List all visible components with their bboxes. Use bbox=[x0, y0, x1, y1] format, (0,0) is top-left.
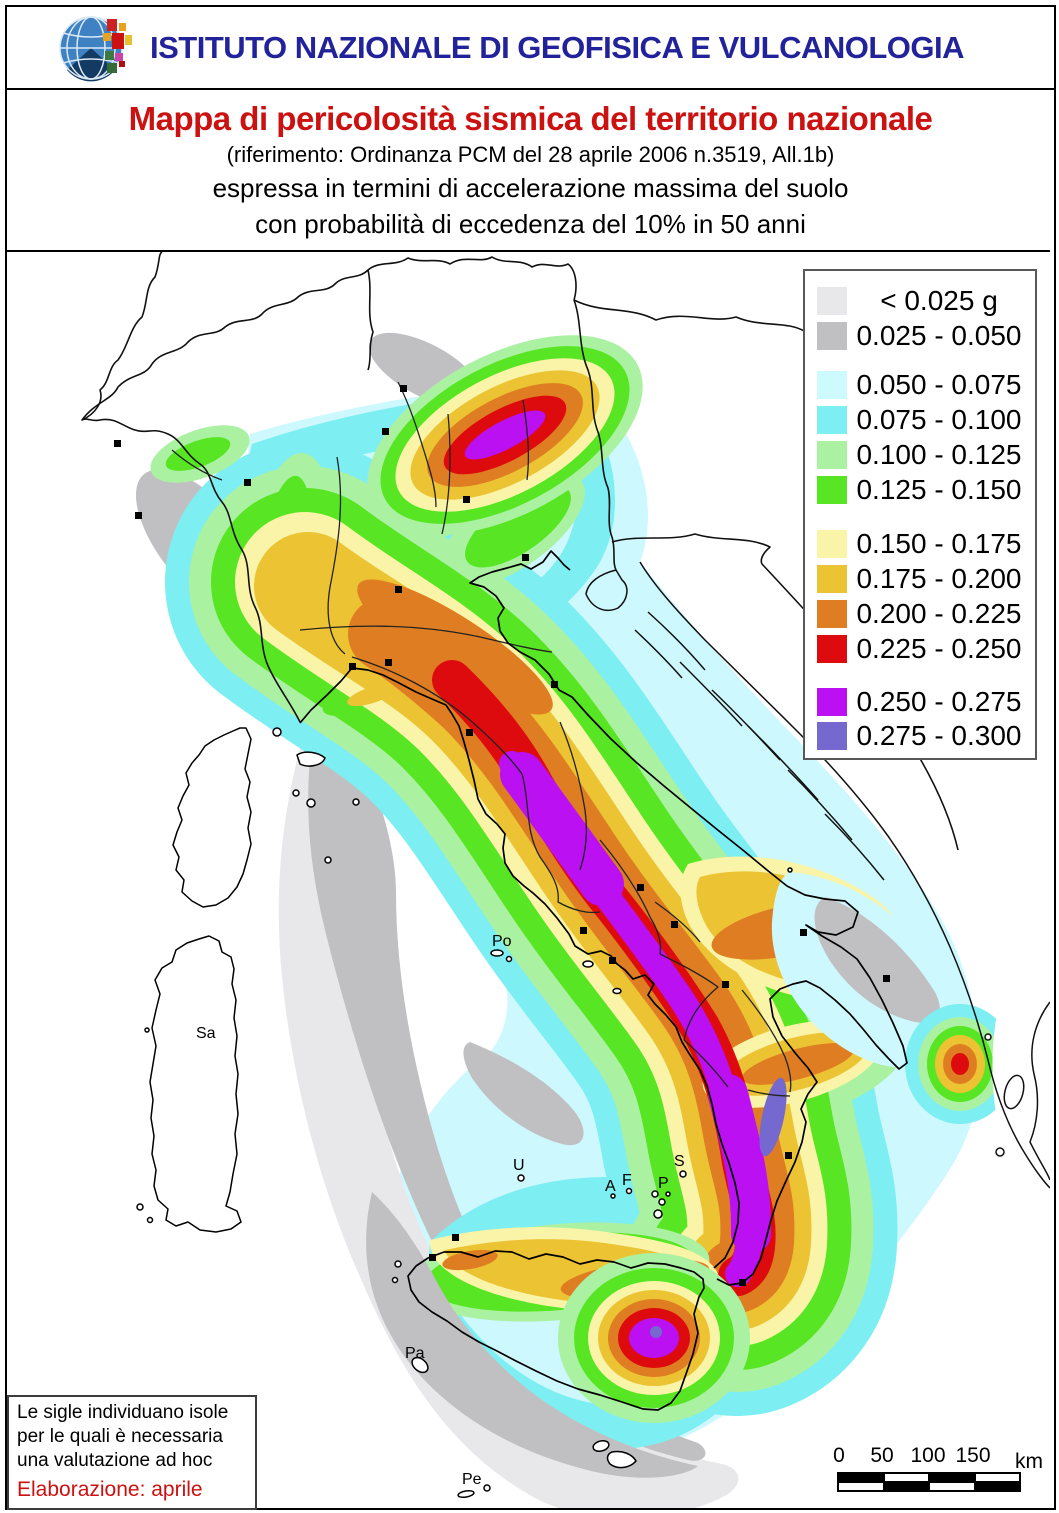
legend-row: 0.250 - 0.275 bbox=[805, 688, 1035, 716]
legend-swatch bbox=[817, 322, 847, 350]
city-markers bbox=[114, 385, 890, 1286]
legend-row: 0.125 - 0.150 bbox=[805, 476, 1035, 504]
scale-cells bbox=[837, 1472, 1021, 1492]
map-title: Mappa di pericolosità sismica del territ… bbox=[128, 100, 933, 137]
map-reference: (riferimento: Ordinanza PCM del 28 april… bbox=[226, 142, 835, 167]
label-ponza: Po bbox=[492, 933, 512, 950]
legend-swatch bbox=[817, 476, 847, 504]
legend-swatch bbox=[817, 722, 847, 750]
label-sardegna: Sa bbox=[196, 1025, 216, 1042]
legend-row: 0.050 - 0.075 bbox=[805, 371, 1035, 399]
legend-swatch bbox=[817, 406, 847, 434]
legend: < 0.025 g 0.025 - 0.050 0.050 - 0.075 0.… bbox=[803, 269, 1037, 760]
header: ISTITUTO NAZIONALE DI GEOFISICA E VULCAN… bbox=[7, 7, 1054, 90]
legend-swatch bbox=[817, 441, 847, 469]
legend-swatch bbox=[817, 600, 847, 628]
map-canvas: Po Sa U A F P S Pa Pe bbox=[81, 252, 1050, 1508]
legend-row: 0.025 - 0.050 bbox=[805, 322, 1035, 350]
italy-coastline bbox=[299, 550, 908, 1411]
label-pantelleria: Pa bbox=[405, 1345, 425, 1362]
institute-title: ISTITUTO NAZIONALE DI GEOFISICA E VULCAN… bbox=[150, 29, 965, 65]
island-labels: Po Sa U A F P S Pa Pe bbox=[196, 933, 685, 1488]
legend-row: 0.075 - 0.100 bbox=[805, 406, 1035, 434]
legend-row: 0.150 - 0.175 bbox=[805, 530, 1035, 558]
legend-swatch bbox=[817, 688, 847, 716]
region-borders bbox=[171, 381, 792, 1097]
scale-unit: km bbox=[1015, 1450, 1043, 1473]
elaboration-note: Elaborazione: aprile 2004 bbox=[7, 1474, 257, 1513]
balkan-coastline bbox=[585, 561, 1050, 1189]
sheet-frame: ISTITUTO NAZIONALE DI GEOFISICA E VULCAN… bbox=[5, 5, 1056, 1513]
legend-swatch bbox=[817, 530, 847, 558]
label-alicudi: A bbox=[605, 1178, 616, 1195]
scale-tick: 150 bbox=[955, 1444, 991, 1467]
ingv-logo bbox=[59, 16, 132, 82]
legend-swatch bbox=[817, 635, 847, 663]
title-block: Mappa di pericolosità sismica del territ… bbox=[7, 90, 1054, 279]
se-sicily-hotspot bbox=[558, 1253, 750, 1423]
legend-row: < 0.025 g bbox=[805, 287, 1035, 315]
islands bbox=[136, 727, 793, 1499]
label-stromboli: S bbox=[674, 1153, 685, 1170]
legend-row: 0.200 - 0.225 bbox=[805, 600, 1035, 628]
label-pelagie: Pe bbox=[462, 1471, 482, 1488]
label-panarea: P bbox=[658, 1175, 669, 1192]
legend-swatch bbox=[817, 371, 847, 399]
label-filicudi: F bbox=[622, 1172, 632, 1189]
scale-bar: 0 50 100 150 km bbox=[833, 1444, 1047, 1510]
legend-swatch bbox=[817, 287, 847, 315]
islands-note: Le sigle individuano isole per le quali … bbox=[7, 1395, 257, 1480]
legend-row: 0.225 - 0.250 bbox=[805, 635, 1035, 663]
map-subtitle-2: con probabilità di eccedenza del 10% in … bbox=[255, 209, 806, 239]
map-panel: Po Sa U A F P S Pa Pe < 0.025 g 0.025 - … bbox=[7, 250, 1050, 1513]
logo-pixels bbox=[103, 19, 132, 73]
label-ustica: U bbox=[513, 1157, 525, 1174]
legend-row: 0.175 - 0.200 bbox=[805, 565, 1035, 593]
scale-tick: 0 bbox=[833, 1444, 845, 1467]
legend-swatch bbox=[817, 565, 847, 593]
scale-tick: 100 bbox=[910, 1444, 946, 1467]
legend-row: 0.100 - 0.125 bbox=[805, 441, 1035, 469]
ionian-edge-hotspot bbox=[905, 1004, 1015, 1124]
legend-row: 0.275 - 0.300 bbox=[805, 722, 1035, 750]
map-subtitle-1: espressa in termini di accelerazione mas… bbox=[212, 173, 849, 203]
scale-tick: 50 bbox=[870, 1444, 894, 1467]
